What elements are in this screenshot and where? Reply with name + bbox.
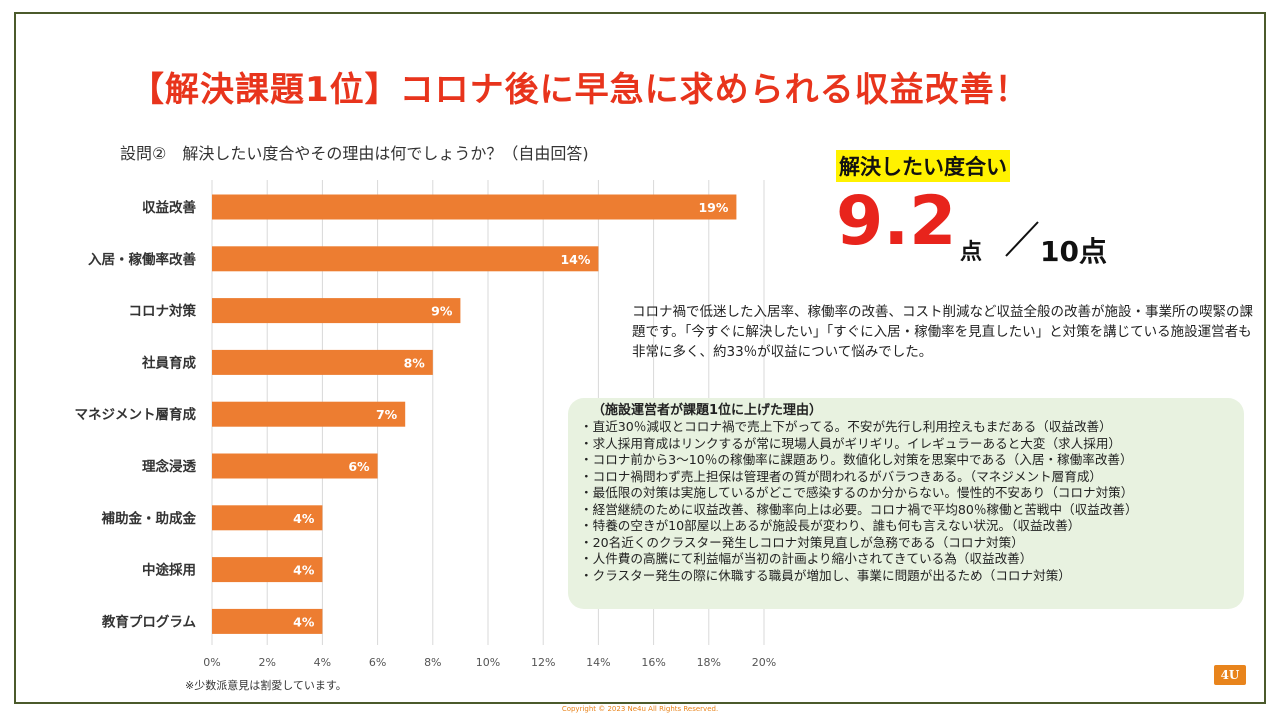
category-label: 収益改善: [142, 199, 196, 216]
bar: [212, 505, 323, 531]
copyright: Copyright © 2023 Ne4u All Rights Reserve…: [561, 705, 719, 713]
x-tick-label: 12%: [531, 656, 555, 669]
slash-divider: [1005, 221, 1039, 257]
reason-item: ・経営継続のために収益改善、稼働率向上は必要。コロナ禍で平均80％稼働と苦戦中（…: [580, 501, 1138, 517]
reason-item: ・特養の空きが10部屋以上あるが施設長が変わり、誰も何も言えない状況。（収益改善…: [580, 518, 1081, 533]
category-label: 補助金・助成金: [101, 510, 197, 527]
category-label: 理念浸透: [142, 458, 196, 475]
data-label: 4%: [293, 511, 315, 526]
score-max: 10点: [1040, 235, 1107, 268]
x-tick-label: 4%: [314, 656, 331, 669]
reasons-title: （施設運営者が課題1位に上げた理由）: [592, 403, 823, 418]
reason-item: ・人件費の高騰にて利益幅が当初の計画より縮小されてきている為（収益改善）: [580, 551, 1033, 566]
data-label: 7%: [376, 407, 398, 422]
x-tick-label: 14%: [586, 656, 610, 669]
bar: [212, 557, 323, 583]
x-tick-label: 8%: [424, 656, 441, 669]
reason-item: ・クラスター発生の際に休職する職員が増加し、事業に問題が出るため（コロナ対策）: [580, 567, 1071, 583]
x-tick-label: 16%: [641, 656, 665, 669]
reasons-box: （施設運営者が課題1位に上げた理由） ・直近30％減収とコロナ禍で売上下がってる…: [568, 398, 1244, 609]
data-label: 8%: [404, 355, 426, 370]
bar: [212, 608, 323, 634]
reason-item: ・求人採用育成はリンクするが常に現場人員がギリギリ。イレギュラーあると大変（求人…: [580, 435, 1122, 451]
x-tick-label: 6%: [369, 656, 386, 669]
reasons-list: ・直近30％減収とコロナ禍で売上下がってる。不安が先行し利用控えもまだある（収益…: [580, 419, 1234, 584]
x-tick-label: 2%: [258, 656, 275, 669]
slide-frame: [14, 12, 1266, 704]
data-label: 4%: [293, 563, 315, 578]
data-label: 19%: [698, 200, 728, 215]
bar: [212, 298, 461, 324]
x-tick-label: 0%: [203, 656, 220, 669]
category-label: マネジメント層育成: [75, 406, 197, 423]
reason-item: ・コロナ禍問わず売上担保は管理者の質が問われるがバラつきある。（マネジメント層育…: [580, 468, 1103, 484]
summary-text: コロナ禍で低迷した入居率、稼働率の改善、コスト削減など収益全般の改善が施設・事業…: [632, 304, 1253, 360]
category-label: 教育プログラム: [102, 613, 196, 630]
reason-item: ・20名近くのクラスター発生しコロナ対策見直しが急務である（コロナ対策）: [580, 534, 1024, 550]
score-value: 9.2: [836, 182, 957, 261]
data-label: 6%: [348, 459, 370, 474]
bar: [212, 349, 433, 375]
question-text: 設問② 解決したい度合やその理由は何でしょうか？（自由回答): [120, 144, 589, 163]
x-tick-label: 10%: [476, 656, 500, 669]
footnote: ※少数派意見は割愛しています。: [185, 679, 347, 692]
category-label: 入居・稼働率改善: [88, 251, 196, 268]
x-tick-label: 20%: [752, 656, 776, 669]
brand-badge: 4U: [1214, 665, 1246, 685]
bar: [212, 246, 599, 272]
bar: [212, 194, 737, 220]
reason-item: ・コロナ前から3〜10％の稼働率に課題あり。数値化し対策を思案中である（入居・稼…: [580, 452, 1133, 467]
reason-item: ・最低限の対策は実施しているがどこで感染するのか分からない。慢性的不安あり（コロ…: [580, 485, 1134, 500]
category-label: 社員育成: [141, 354, 196, 371]
page-title: 【解決課題1位】コロナ後に早急に求められる収益改善！: [130, 70, 1030, 110]
data-label: 9%: [431, 304, 453, 319]
bar: [212, 453, 378, 479]
reason-item: ・直近30％減収とコロナ禍で売上下がってる。不安が先行し利用控えもまだある（収益…: [580, 419, 1112, 434]
category-label: コロナ対策: [129, 303, 197, 320]
x-tick-label: 18%: [697, 656, 721, 669]
score-unit: 点: [960, 240, 983, 265]
data-label: 4%: [293, 614, 315, 629]
data-label: 14%: [560, 252, 590, 267]
bar: [212, 401, 406, 427]
score-label: 解決したい度合い: [836, 150, 1010, 182]
category-label: 中途採用: [142, 562, 196, 579]
